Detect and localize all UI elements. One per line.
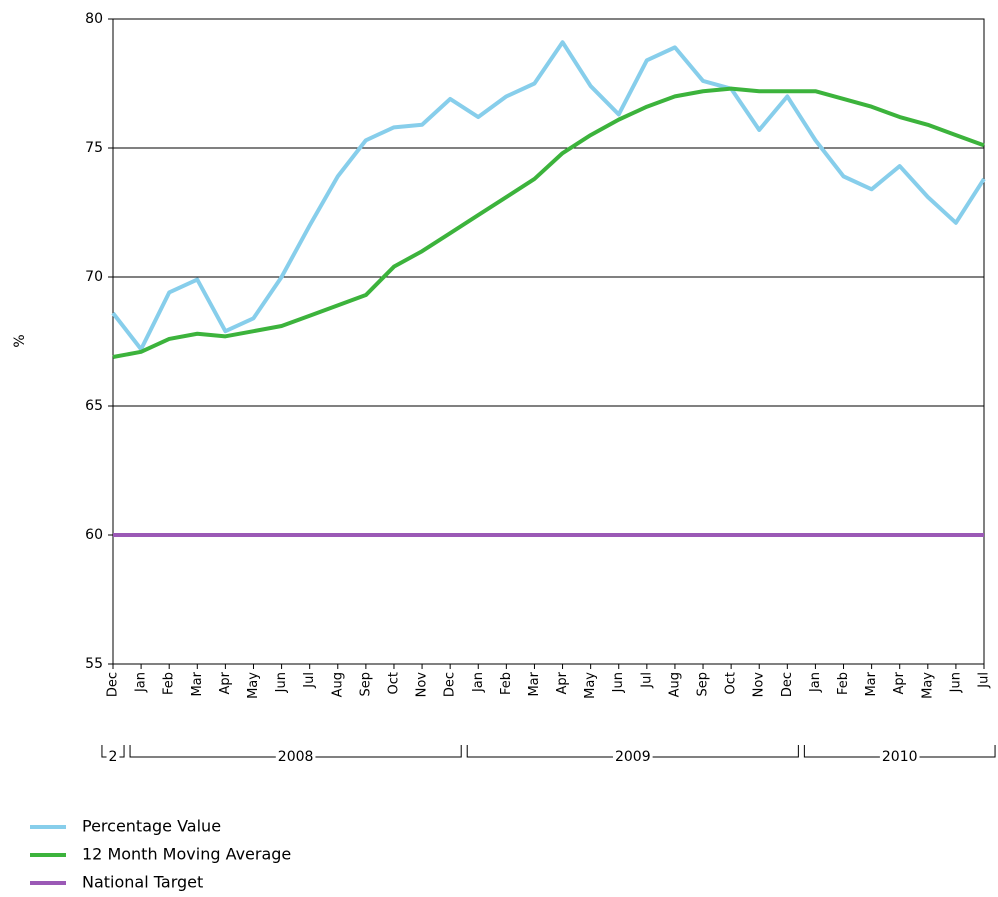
x-tick-label: Jan [134, 672, 149, 693]
y-tick-label: 80 [85, 11, 103, 27]
x-tick-label: Jul [302, 672, 317, 689]
group-bracket [803, 745, 996, 758]
group-label: 2008 [278, 749, 314, 765]
x-tick-label: Oct [386, 672, 401, 694]
x-tick-label: Mar [527, 671, 542, 696]
group-label: 2010 [882, 749, 918, 765]
legend-label: 12 Month Moving Average [82, 845, 291, 864]
x-tick-label: Apr [555, 671, 570, 694]
x-tick-label: Oct [724, 672, 739, 694]
x-tick-label: Aug [667, 672, 682, 697]
group-label: 2009 [615, 749, 651, 765]
group-bracket [129, 745, 462, 758]
series-line [112, 86, 985, 359]
x-tick-label: Jan [808, 672, 823, 693]
group-bracket [466, 745, 799, 758]
x-tick-label: Sep [358, 672, 373, 697]
x-tick-label: Feb [836, 672, 851, 695]
y-tick-label: 70 [85, 269, 103, 285]
x-tick-label: Aug [330, 672, 345, 697]
x-tick-label: Mar [190, 671, 205, 696]
legend-label: Percentage Value [82, 817, 221, 836]
x-tick-label: Feb [499, 672, 514, 695]
x-tick-label: Apr [218, 671, 233, 694]
x-tick-label: Dec [106, 672, 121, 697]
y-axis-label: % [12, 334, 28, 347]
x-tick-label: Apr [892, 671, 907, 694]
y-tick-label: 75 [85, 140, 103, 156]
x-tick-label: Jun [611, 672, 626, 693]
x-tick-label: Sep [696, 672, 711, 697]
x-tick-label: Dec [443, 672, 458, 697]
x-tick-label: May [246, 672, 261, 699]
x-tick-label: Nov [752, 672, 767, 698]
x-tick-label: Jul [639, 672, 654, 689]
x-tick-label: Jun [274, 672, 289, 693]
y-tick-label: 55 [85, 656, 103, 672]
legend-label: National Target [82, 873, 203, 892]
x-tick-label: Jun [948, 672, 963, 693]
x-tick-label: Mar [864, 671, 879, 696]
x-tick-label: Nov [415, 672, 430, 698]
series-line [111, 40, 986, 352]
y-tick-label: 60 [85, 527, 103, 543]
x-tick-label: Feb [162, 672, 177, 695]
x-tick-label: Jan [471, 672, 486, 693]
x-tick-label: May [920, 672, 935, 699]
x-tick-label: Jul [977, 672, 992, 689]
y-tick-label: 65 [85, 398, 103, 414]
plot-frame [112, 18, 985, 665]
group-bracket [101, 745, 125, 758]
x-tick-label: Dec [780, 672, 795, 697]
x-tick-label: May [583, 672, 598, 699]
group-label: 2 [109, 749, 118, 765]
